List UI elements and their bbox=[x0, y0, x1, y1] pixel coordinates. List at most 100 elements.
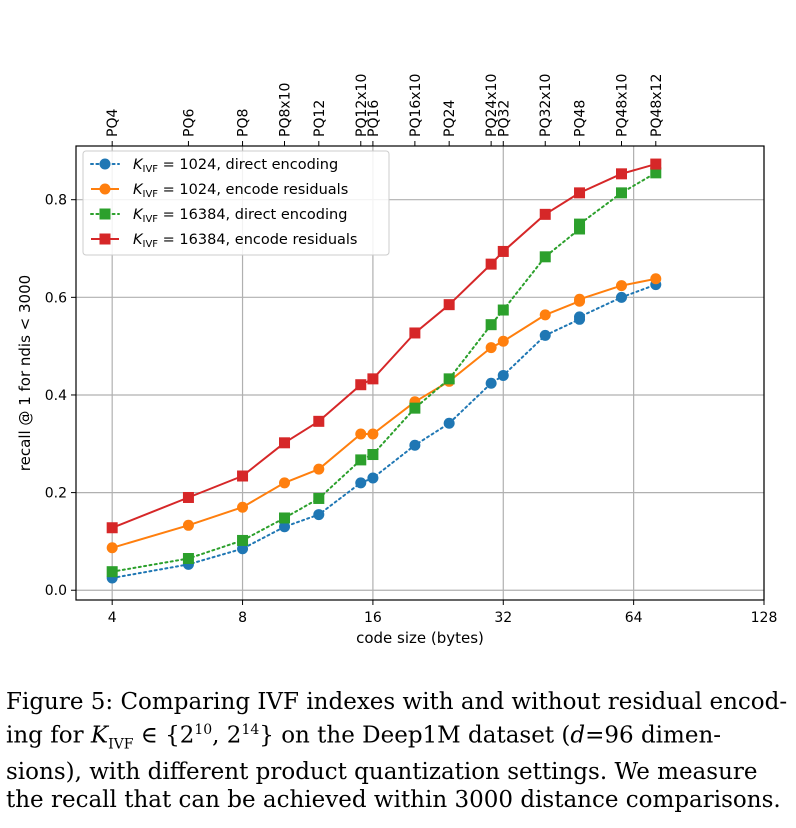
x-tick-label: 128 bbox=[751, 610, 778, 626]
legend-subscript: IVF bbox=[143, 239, 159, 250]
data-point bbox=[367, 449, 379, 461]
data-point bbox=[313, 463, 325, 475]
data-point bbox=[539, 329, 551, 341]
legend-text: = 16384, direct encoding bbox=[158, 207, 347, 223]
legend-text: = 1024, direct encoding bbox=[158, 157, 338, 173]
data-point bbox=[367, 472, 379, 484]
data-point bbox=[355, 379, 367, 391]
y-tick-label: 0.8 bbox=[45, 193, 67, 209]
top-tick-label: PQ16 bbox=[366, 100, 382, 137]
top-tick-label: PQ6 bbox=[181, 109, 197, 137]
data-point bbox=[443, 373, 455, 385]
data-point bbox=[409, 402, 421, 414]
legend-marker-1 bbox=[99, 183, 111, 195]
data-point bbox=[497, 304, 509, 316]
data-point bbox=[615, 168, 627, 180]
data-point bbox=[539, 309, 551, 321]
data-point bbox=[106, 522, 118, 534]
data-point bbox=[106, 566, 118, 578]
top-tick-label: PQ12 bbox=[312, 100, 328, 137]
data-point bbox=[539, 208, 551, 220]
data-point bbox=[279, 477, 291, 489]
top-tick-label: PQ32 bbox=[496, 100, 512, 137]
data-point bbox=[574, 187, 586, 199]
y-tick-label: 0.2 bbox=[45, 486, 67, 502]
top-tick-label: PQ48x12 bbox=[649, 74, 665, 137]
data-point bbox=[313, 492, 325, 504]
data-point bbox=[313, 415, 325, 427]
series-3 bbox=[106, 158, 662, 534]
data-point bbox=[106, 542, 118, 554]
data-point bbox=[279, 437, 291, 449]
data-point bbox=[279, 521, 291, 533]
x-tick-label: 16 bbox=[364, 610, 382, 626]
legend-subscript: IVF bbox=[143, 189, 159, 200]
y-axis-ticks: 0.0 0.2 0.4 0.6 0.8 bbox=[45, 193, 76, 599]
data-point bbox=[409, 327, 421, 339]
series-line bbox=[111, 283, 657, 579]
y-tick-label: 0.6 bbox=[45, 290, 67, 306]
legend-marker-0 bbox=[99, 158, 111, 170]
legend-symbol: K bbox=[133, 232, 144, 248]
data-point bbox=[650, 158, 662, 170]
series-layer bbox=[106, 158, 662, 584]
legend-box bbox=[82, 150, 390, 256]
data-point bbox=[497, 369, 509, 381]
top-tick-label: PQ48 bbox=[573, 100, 589, 137]
data-point bbox=[650, 167, 662, 179]
data-point bbox=[409, 439, 421, 451]
caption-line-2: ing for KIVF ∈ {210, 214} on the Deep1M … bbox=[6, 722, 722, 753]
data-point bbox=[615, 291, 627, 303]
data-point bbox=[237, 534, 249, 546]
x-tick-label: 32 bbox=[494, 610, 512, 626]
data-point bbox=[355, 454, 367, 466]
data-point bbox=[539, 251, 551, 263]
data-point bbox=[485, 377, 497, 389]
series-0 bbox=[106, 279, 662, 584]
series-1 bbox=[106, 273, 662, 554]
legend-label-2: KIVF = 16384, direct encoding bbox=[133, 207, 347, 225]
data-point bbox=[497, 245, 509, 257]
data-point bbox=[485, 258, 497, 270]
data-point bbox=[355, 477, 367, 489]
data-point bbox=[615, 280, 627, 292]
top-tick-label: PQ8x10 bbox=[278, 83, 294, 137]
y-tick-label: 0.0 bbox=[45, 583, 67, 599]
recall-vs-code-size-chart: 4 8 16 32 64 128 0.0 0.2 0.4 0.6 0.8 PQ4 PQ6 PQ8 PQ8… bbox=[16, 74, 778, 647]
legend-marker-3 bbox=[99, 233, 111, 245]
x-axis-label: code size (bytes) bbox=[356, 629, 484, 647]
data-point bbox=[237, 470, 249, 482]
legend-label-3: KIVF = 16384, encode residuals bbox=[133, 232, 357, 250]
series-2 bbox=[106, 167, 662, 578]
data-point bbox=[237, 543, 249, 555]
data-point bbox=[182, 491, 194, 503]
top-tick-label: PQ32x10 bbox=[538, 74, 554, 137]
legend-subscript: IVF bbox=[143, 214, 159, 225]
top-tick-label: PQ8 bbox=[236, 109, 252, 137]
legend-text: = 1024, encode residuals bbox=[158, 182, 348, 198]
top-tick-label: PQ24x10 bbox=[484, 74, 500, 137]
caption-line-3: sions), with different product quantizat… bbox=[6, 759, 758, 786]
data-point bbox=[574, 311, 586, 323]
data-point bbox=[182, 519, 194, 531]
data-point bbox=[574, 293, 586, 305]
legend-label-1: KIVF = 1024, encode residuals bbox=[133, 182, 348, 200]
legend-label-0: KIVF = 1024, direct encoding bbox=[133, 157, 338, 175]
legend-symbol: K bbox=[133, 182, 144, 198]
data-point bbox=[443, 299, 455, 311]
x-tick-label: 4 bbox=[108, 610, 117, 626]
data-point bbox=[485, 319, 497, 331]
data-point bbox=[650, 273, 662, 285]
x-tick-label: 8 bbox=[238, 610, 247, 626]
data-point bbox=[574, 218, 586, 230]
caption-line-1: Figure 5: Comparing IVF indexes with and… bbox=[6, 689, 788, 715]
legend-marker-2 bbox=[99, 208, 111, 220]
data-point bbox=[313, 509, 325, 521]
caption-line-4: the recall that can be achieved within 3… bbox=[6, 787, 781, 814]
data-point bbox=[355, 428, 367, 440]
top-tick-label: PQ24 bbox=[442, 100, 458, 137]
figure-caption: Figure 5: Comparing IVF indexes with and… bbox=[6, 688, 792, 814]
data-point bbox=[182, 553, 194, 565]
